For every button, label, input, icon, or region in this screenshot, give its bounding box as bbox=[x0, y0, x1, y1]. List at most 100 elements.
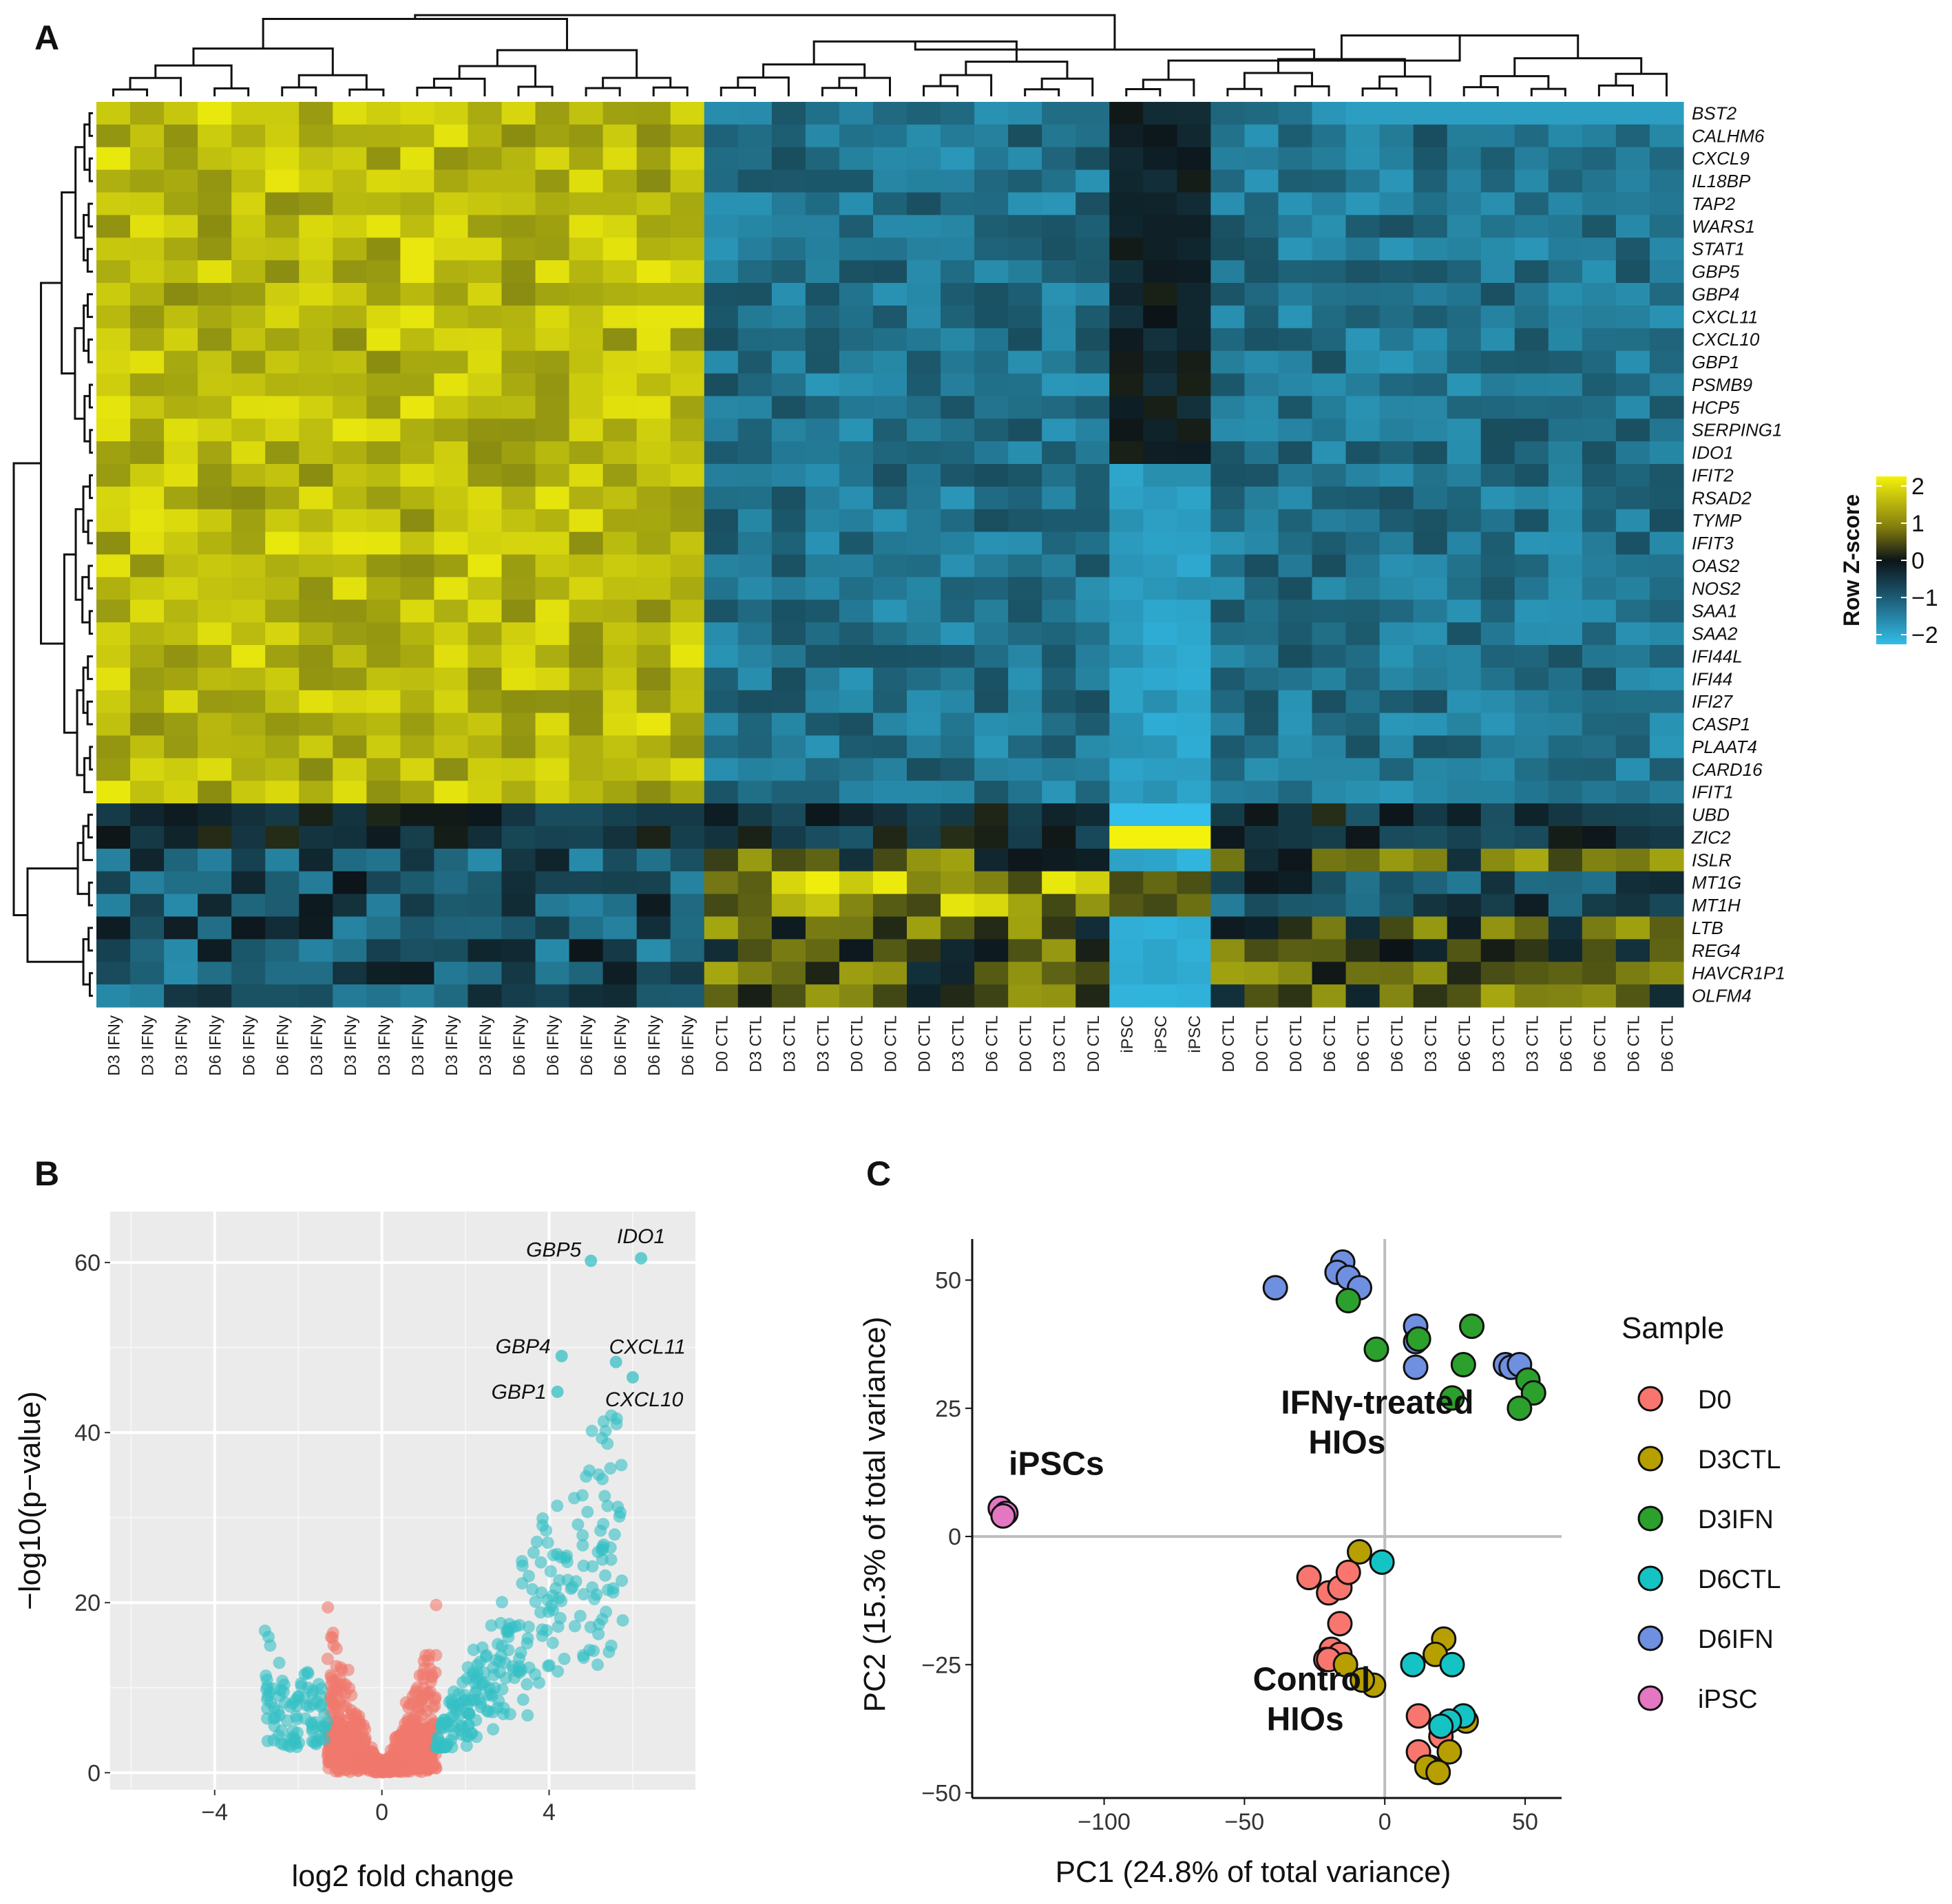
heatmap-cell bbox=[602, 826, 638, 849]
heatmap-cell bbox=[400, 712, 435, 737]
heatmap-cell bbox=[1042, 554, 1076, 578]
heatmap-cell bbox=[265, 419, 300, 442]
heatmap-cell bbox=[1278, 419, 1313, 442]
heatmap-cell bbox=[941, 622, 975, 646]
pca-annotation: iPSCs bbox=[1009, 1446, 1104, 1483]
heatmap-cell bbox=[941, 124, 975, 148]
dendrogram-branch bbox=[88, 610, 93, 635]
volcano-point bbox=[577, 1559, 590, 1572]
heatmap-cell bbox=[164, 305, 198, 329]
dendrogram-branch bbox=[86, 293, 93, 318]
heatmap-cell bbox=[974, 848, 1009, 872]
heatmap-cell bbox=[1244, 419, 1279, 442]
heatmap-cell bbox=[164, 464, 198, 487]
heatmap-cell bbox=[1345, 464, 1381, 487]
heatmap-cell bbox=[231, 124, 266, 148]
heatmap-cell bbox=[974, 215, 1009, 238]
volcano-point bbox=[344, 1720, 357, 1733]
heatmap-cell bbox=[1143, 486, 1177, 510]
volcano-point bbox=[574, 1609, 587, 1622]
heatmap-cell bbox=[1480, 577, 1515, 600]
heatmap-cell bbox=[1210, 600, 1246, 623]
heatmap-cell bbox=[434, 486, 469, 510]
heatmap-cell bbox=[771, 600, 806, 623]
heatmap-cell bbox=[1312, 939, 1347, 962]
heatmap-cell bbox=[231, 147, 266, 171]
heatmap-cell bbox=[198, 260, 232, 284]
heatmap-cell bbox=[1582, 848, 1617, 872]
heatmap-cell bbox=[96, 169, 131, 193]
heatmap-cell bbox=[164, 554, 198, 578]
heatmap-cell bbox=[130, 690, 165, 714]
heatmap-cell bbox=[704, 509, 739, 533]
volcano-point bbox=[555, 1594, 568, 1607]
heatmap-cell bbox=[1615, 260, 1650, 284]
heatmap-cell bbox=[535, 464, 570, 487]
heatmap-cell bbox=[299, 486, 333, 510]
heatmap-cell bbox=[299, 622, 333, 646]
heatmap-cell bbox=[535, 735, 570, 759]
heatmap-cell bbox=[1649, 577, 1684, 600]
heatmap-cell bbox=[366, 712, 401, 737]
heatmap-cell bbox=[1109, 577, 1144, 600]
pca-point-d3ctl bbox=[1332, 1651, 1358, 1678]
dendrogram-branch bbox=[88, 157, 93, 182]
volcano-point bbox=[601, 1583, 614, 1596]
heatmap-cell bbox=[974, 916, 1009, 940]
legend-label: iPSC bbox=[1698, 1685, 1758, 1714]
heatmap-cell bbox=[1109, 396, 1144, 419]
heatmap-cell bbox=[737, 350, 773, 374]
heatmap-cell bbox=[839, 396, 874, 419]
heatmap-cell bbox=[501, 916, 536, 940]
heatmap-cell bbox=[299, 939, 333, 962]
heatmap-cell bbox=[535, 781, 570, 804]
heatmap-cell bbox=[501, 645, 536, 668]
heatmap-cell bbox=[366, 373, 401, 396]
heatmap-cell bbox=[1109, 531, 1144, 556]
heatmap-cell bbox=[1042, 781, 1076, 804]
heatmap-cell bbox=[299, 577, 333, 600]
heatmap-cell bbox=[1210, 260, 1246, 284]
heatmap-cell bbox=[265, 192, 300, 215]
heatmap-cell bbox=[1649, 984, 1684, 1008]
heatmap-cell bbox=[872, 396, 907, 419]
heatmap-cell bbox=[974, 962, 1009, 985]
heatmap-cell bbox=[1480, 848, 1515, 872]
heatmap-cell bbox=[907, 600, 941, 623]
dendrogram-branch bbox=[112, 88, 149, 96]
volcano-point bbox=[370, 1759, 384, 1772]
volcano-point bbox=[602, 1645, 616, 1658]
heatmap-cell bbox=[1278, 871, 1313, 895]
heatmap-cell bbox=[501, 871, 536, 895]
heatmap-cell bbox=[535, 871, 570, 895]
heatmap-cell bbox=[130, 260, 165, 284]
heatmap-cell bbox=[569, 893, 604, 918]
heatmap-cell bbox=[839, 803, 874, 827]
heatmap-cell bbox=[907, 147, 941, 171]
heatmap-cell bbox=[1244, 893, 1279, 918]
heatmap-cell bbox=[366, 984, 401, 1008]
heatmap-cell bbox=[839, 667, 874, 691]
heatmap-cell bbox=[130, 871, 165, 895]
heatmap-cell bbox=[164, 939, 198, 962]
heatmap-cell bbox=[1278, 735, 1313, 759]
sample-label: D3 IFNy bbox=[105, 1015, 124, 1076]
dendrogram-branch bbox=[61, 191, 76, 374]
heatmap-cell bbox=[1447, 305, 1482, 329]
heatmap-cell bbox=[1008, 147, 1042, 171]
pca-point-d6ctl bbox=[1369, 1549, 1395, 1575]
heatmap-cell bbox=[1548, 962, 1583, 985]
heatmap-cell bbox=[1278, 328, 1313, 352]
heatmap-cell bbox=[130, 962, 165, 985]
volcano-point bbox=[461, 1706, 474, 1720]
heatmap-cell bbox=[1210, 147, 1246, 171]
legend-key-d0 bbox=[1637, 1386, 1664, 1412]
heatmap-cell bbox=[907, 554, 941, 578]
heatmap-cell bbox=[1278, 441, 1313, 465]
gene-label: UBD bbox=[1692, 805, 1730, 825]
volcano-point bbox=[591, 1545, 605, 1558]
heatmap-cell bbox=[1312, 758, 1347, 781]
heatmap-cell bbox=[400, 169, 435, 193]
heatmap-cell bbox=[1447, 939, 1482, 962]
heatmap-cell bbox=[535, 441, 570, 465]
